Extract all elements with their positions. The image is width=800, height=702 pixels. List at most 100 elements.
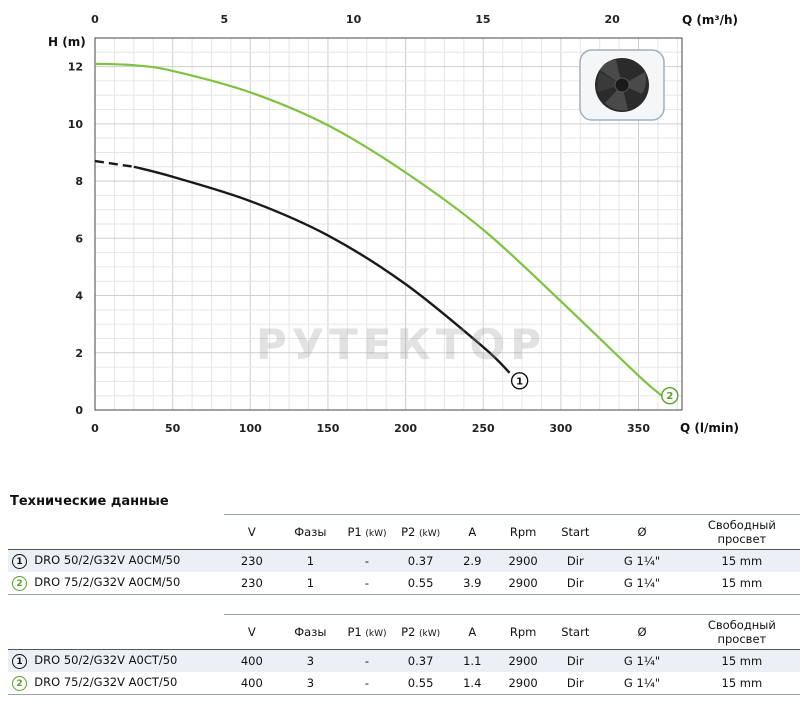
column-header: P1 (kW) (341, 614, 393, 650)
table-cell: 2900 (496, 549, 551, 572)
curve-number-badge: 2 (12, 576, 27, 591)
y-tick-label: 0 (75, 404, 83, 417)
curve-number-badge: 2 (12, 676, 27, 691)
table-cell: 2900 (496, 649, 551, 672)
column-header: Start (550, 614, 601, 650)
y-tick-label: 2 (75, 347, 83, 360)
column-header: Rpm (496, 514, 551, 550)
series-1-marker (510, 372, 529, 390)
table-cell: 3.9 (448, 572, 497, 595)
x-axis-label-bottom: Q (l/min) (680, 421, 739, 435)
table-cell: 15 mm (683, 549, 800, 572)
table-cell: 1.4 (448, 672, 497, 695)
x-top-tick-label: 15 (475, 13, 490, 26)
series-1-line-dashed (94, 159, 134, 168)
unit-label: (kW) (418, 629, 441, 639)
table-cell: 1 (279, 572, 342, 595)
table-cell: 15 mm (683, 572, 800, 595)
x-tick-label: 200 (394, 422, 417, 435)
column-header: Ø (600, 514, 684, 550)
column-header: Ø (600, 614, 684, 650)
table-cell: 400 (224, 672, 280, 695)
table-cell: - (341, 649, 393, 672)
x-axis-label-top: Q (m³/h) (682, 13, 738, 27)
x-tick-label: 300 (549, 422, 572, 435)
specs-table-single-phase: V Фазы P1 (kW) P2 (kW) A Rpm Start Ø Свободный пр… (8, 514, 800, 595)
column-header: Start (550, 514, 601, 550)
column-header: Фазы (279, 514, 342, 550)
table-cell: G 1¼" (600, 572, 684, 595)
table-cell: 0.37 (392, 649, 449, 672)
header-empty (8, 515, 224, 550)
x-top-tick-label: 20 (605, 13, 621, 26)
series-2-line (94, 62, 663, 397)
x-tick-label: 50 (165, 422, 181, 435)
series-1-line (133, 165, 511, 374)
table-row: 2 DRO 75/2/G32V A0CT/50 400 3-0.55 1.4 2900 D… (8, 672, 800, 695)
series-2-marker (661, 386, 679, 405)
y-tick-label: 12 (68, 61, 83, 74)
x-tick-label: 0 (91, 422, 99, 435)
table-cell: Dir (550, 672, 601, 695)
table-row: 1 DRO 50/2/G32V A0CT/50 400 3-0.37 1.1 2900 D… (8, 649, 800, 672)
y-tick-label: 4 (75, 290, 83, 303)
table-cell: - (341, 549, 393, 572)
unit-label: (kW) (418, 529, 441, 539)
x-tick-label: 150 (316, 422, 339, 435)
specs-table-three-phase: V Фазы P1 (kW) P2 (kW) A Rpm Start Ø Свободный пр… (8, 614, 800, 695)
table-cell: 15 mm (683, 649, 800, 672)
table-cell: 3 (279, 649, 342, 672)
table-cell: 1.1 (448, 649, 497, 672)
table-cell: - (341, 672, 393, 695)
table-cell: G 1¼" (600, 549, 684, 572)
table-cell: 0.37 (392, 549, 449, 572)
y-axis-label: H (m) (48, 35, 86, 49)
table-cell: Dir (550, 649, 601, 672)
column-header: Rpm (496, 614, 551, 650)
curve-number-badge: 1 (12, 654, 27, 669)
header-empty (8, 615, 224, 650)
table-cell: 1 (279, 549, 342, 572)
table-cell: 0.55 (392, 672, 449, 695)
chart-curves: 12 (94, 62, 679, 405)
column-header: P1 (kW) (341, 514, 393, 550)
plot-frame (94, 37, 683, 411)
series-2-marker-label: 2 (666, 391, 673, 402)
table-cell: Dir (550, 572, 601, 595)
series-1-marker-label: 1 (516, 376, 523, 387)
unit-label: (kW) (365, 529, 387, 539)
table-cell: 0.55 (392, 572, 449, 595)
model-name: 2 DRO 75/2/G32V A0CM/50 (8, 572, 225, 595)
y-tick-label: 6 (75, 232, 83, 245)
x-top-tick-label: 0 (91, 13, 99, 26)
column-header: P2 (kW) (392, 614, 449, 650)
table-cell: Dir (550, 549, 601, 572)
impeller-icon (579, 49, 665, 121)
table-cell: 2900 (496, 572, 551, 595)
x-tick-label: 250 (472, 422, 495, 435)
table-header-row: V Фазы P1 (kW) P2 (kW) A Rpm Start Ø Свободный пр… (8, 514, 800, 550)
column-header: V (224, 514, 280, 550)
table-cell: 230 (224, 572, 280, 595)
column-header: P2 (kW) (392, 514, 449, 550)
column-header: Свободный просвет (683, 514, 800, 550)
table-cell: G 1¼" (600, 672, 684, 695)
model-name: 2 DRO 75/2/G32V A0CT/50 (8, 672, 225, 695)
table-cell: 3 (279, 672, 342, 695)
table-cell: 15 mm (683, 672, 800, 695)
x-top-tick-label: 5 (220, 13, 228, 26)
unit-label: (kW) (365, 629, 387, 639)
x-tick-label: 100 (239, 422, 262, 435)
table-row: 2 DRO 75/2/G32V A0CM/50 230 1-0.55 3.9 2900 D… (8, 572, 800, 595)
x-top-tick-label: 10 (346, 13, 362, 26)
table-cell: - (341, 572, 393, 595)
column-header: Свободный просвет (683, 614, 800, 650)
curve-number-badge: 1 (12, 554, 27, 569)
x-tick-label: 350 (627, 422, 650, 435)
y-tick-label: 10 (68, 118, 84, 131)
table-cell: 2.9 (448, 549, 497, 572)
column-header: A (448, 514, 497, 550)
model-name: 1 DRO 50/2/G32V A0CT/50 (8, 649, 225, 672)
